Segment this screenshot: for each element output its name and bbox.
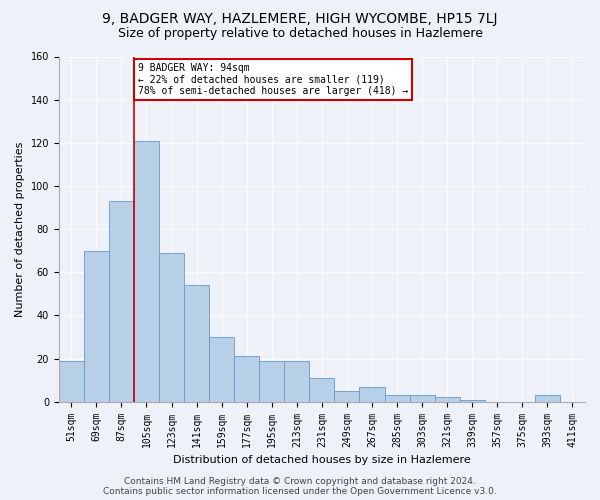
Text: Size of property relative to detached houses in Hazlemere: Size of property relative to detached ho… bbox=[118, 28, 482, 40]
Bar bbox=[159, 253, 184, 402]
Bar bbox=[84, 250, 109, 402]
Bar bbox=[310, 378, 334, 402]
Bar bbox=[410, 395, 434, 402]
Bar bbox=[209, 337, 234, 402]
X-axis label: Distribution of detached houses by size in Hazlemere: Distribution of detached houses by size … bbox=[173, 455, 471, 465]
Bar bbox=[460, 400, 485, 402]
Bar bbox=[535, 395, 560, 402]
Bar bbox=[59, 360, 84, 402]
Bar bbox=[334, 391, 359, 402]
Bar bbox=[359, 386, 385, 402]
Bar bbox=[184, 285, 209, 402]
Bar bbox=[434, 398, 460, 402]
Bar bbox=[385, 395, 410, 402]
Bar bbox=[134, 140, 159, 402]
Text: 9 BADGER WAY: 94sqm
← 22% of detached houses are smaller (119)
78% of semi-detac: 9 BADGER WAY: 94sqm ← 22% of detached ho… bbox=[138, 63, 408, 96]
Text: 9, BADGER WAY, HAZLEMERE, HIGH WYCOMBE, HP15 7LJ: 9, BADGER WAY, HAZLEMERE, HIGH WYCOMBE, … bbox=[102, 12, 498, 26]
Bar bbox=[284, 360, 310, 402]
Text: Contains HM Land Registry data © Crown copyright and database right 2024.
Contai: Contains HM Land Registry data © Crown c… bbox=[103, 476, 497, 496]
Bar bbox=[109, 201, 134, 402]
Bar bbox=[234, 356, 259, 402]
Bar bbox=[259, 360, 284, 402]
Y-axis label: Number of detached properties: Number of detached properties bbox=[15, 142, 25, 317]
